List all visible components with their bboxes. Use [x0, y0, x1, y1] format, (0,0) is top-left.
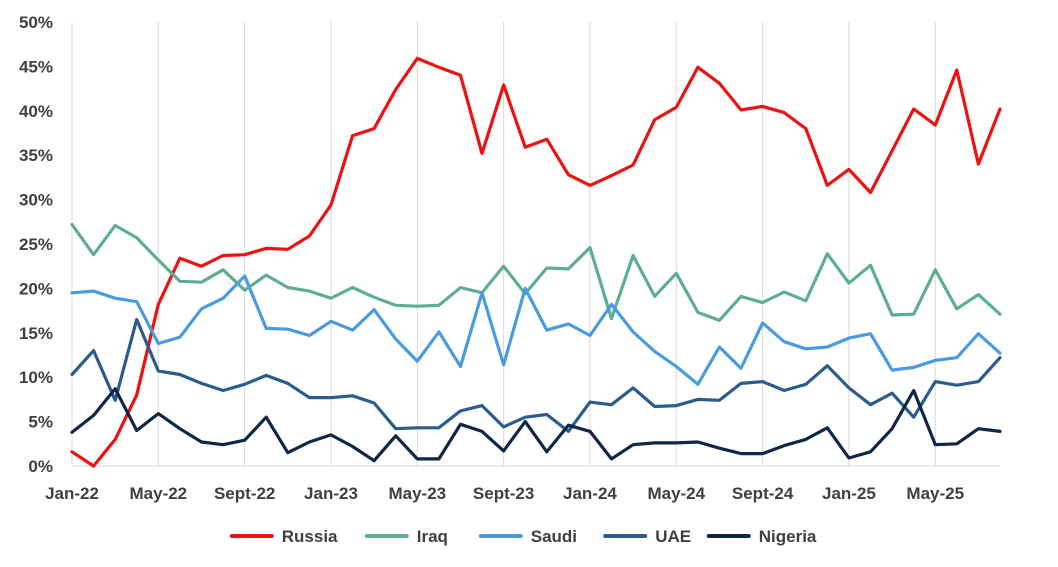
- x-tick-label: May-25: [906, 484, 964, 503]
- y-tick-label: 10%: [19, 368, 53, 387]
- series-line-russia: [70, 56, 1002, 468]
- x-tick-label: May-24: [647, 484, 705, 503]
- legend: Russia Iraq Saudi UAE Nigeria: [229, 527, 817, 546]
- axes: [71, 22, 1000, 467]
- series-line-nigeria: [70, 387, 1002, 463]
- vertical-gridlines: [71, 22, 936, 466]
- series-line-uae: [70, 317, 1002, 433]
- x-tick-label: May-22: [130, 484, 188, 503]
- tick-labels: 0% 5% 10% 15% 20% 25% 30% 35% 40% 45% 50% Jan-22 May…: [19, 13, 964, 503]
- legend-label-uae: UAE: [655, 527, 691, 546]
- x-tick-label: Jan-24: [563, 484, 617, 503]
- y-tick-label: 20%: [19, 279, 53, 298]
- y-tick-label: 40%: [19, 102, 53, 121]
- y-tick-label: 0%: [28, 457, 53, 476]
- y-tick-label: 35%: [19, 146, 53, 165]
- y-tick-label: 5%: [28, 413, 53, 432]
- series-line-iraq: [70, 222, 1002, 322]
- series-lines: [70, 56, 1002, 468]
- legend-label-saudi: Saudi: [531, 527, 577, 546]
- y-tick-label: 45%: [19, 57, 53, 76]
- x-tick-label: Sept-23: [473, 484, 534, 503]
- x-tick-label: Sept-24: [732, 484, 794, 503]
- x-tick-label: Jan-25: [822, 484, 876, 503]
- y-tick-label: 25%: [19, 235, 53, 254]
- y-tick-label: 15%: [19, 324, 53, 343]
- x-tick-label: Jan-23: [304, 484, 358, 503]
- legend-label-iraq: Iraq: [417, 527, 448, 546]
- legend-label-nigeria: Nigeria: [759, 527, 817, 546]
- x-tick-label: May-23: [388, 484, 446, 503]
- y-tick-label: 50%: [19, 13, 53, 32]
- x-tick-label: Sept-22: [214, 484, 275, 503]
- x-tick-label: Jan-22: [45, 484, 99, 503]
- y-tick-label: 30%: [19, 191, 53, 210]
- series-line-saudi: [70, 274, 1002, 386]
- legend-label-russia: Russia: [282, 527, 338, 546]
